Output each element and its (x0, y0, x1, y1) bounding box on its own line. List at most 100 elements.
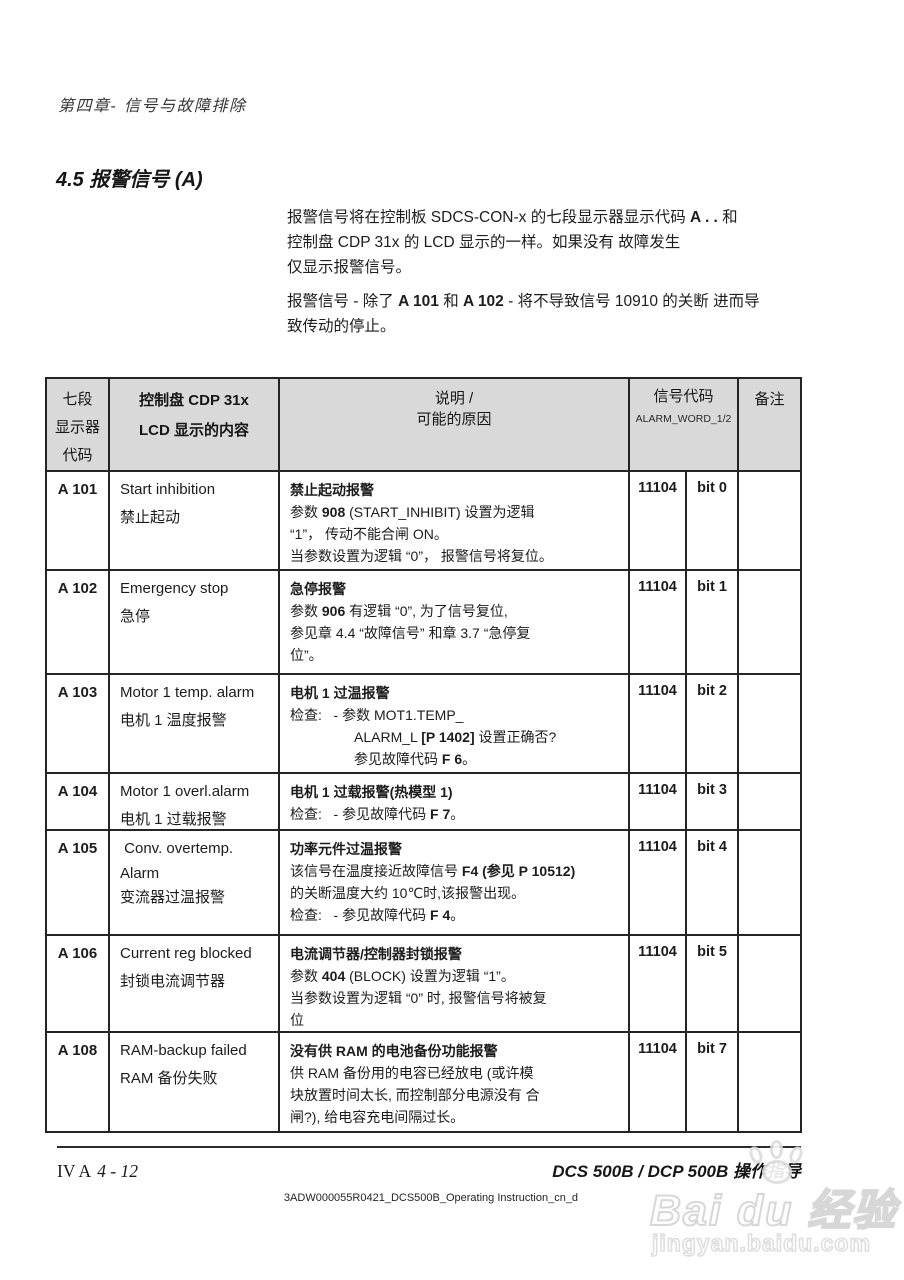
text-segment: 当参数设置为逻辑 “0” 时, 报警信号将被复 (290, 990, 547, 1006)
table-row: A 106 Current reg blocked 封锁电流调节器 电流调节器/控制器… (45, 934, 802, 1033)
text-segment: 位 (290, 1012, 304, 1028)
table-row: A 101 Start inhibition 禁止起动 禁止起动报警 参数 908 (S… (45, 470, 802, 571)
alarm-code: A 104 (57, 783, 98, 800)
alarm-code-cell: A 104 (45, 772, 110, 831)
lcd-line: Start inhibition (120, 481, 216, 498)
text-segment: 。 (450, 907, 465, 923)
text-segment: 参见故障代码 (354, 751, 442, 767)
text-segment: 有逻辑 “0”, 为了信号复位, (345, 603, 508, 619)
description-line: 电机 1 过温报警 (290, 682, 624, 704)
signal-code-cell: 11104 (628, 934, 687, 1033)
text-segment: 报警信号将在控制板 SDCS-CON-x 的七段显示器显示代码 (287, 209, 691, 226)
section-title: 4.5 报警信号 (A) (56, 169, 203, 191)
text-segment: (BLOCK) 设置为逻辑 “1”。 (345, 968, 515, 984)
signal-code-cell: 11104 (628, 470, 687, 571)
alarm-code: A 103 (57, 684, 98, 701)
text-segment: 和 (717, 209, 738, 226)
lcd-line: 封锁电流调节器 (120, 973, 226, 990)
text-segment: 当参数设置为逻辑 “0”， 报警信号将复位。 (290, 548, 553, 564)
description-line: 闸?), 给电容充电间隔过长。 (290, 1106, 624, 1128)
text-segment: 控制盘 CDP 31x 的 LCD 显示的一样。如果没有 故障发生 (287, 234, 681, 251)
watermark-url: jingyan.baidu.com (651, 1229, 871, 1257)
table-row: A 102 Emergency stop 急停 急停报警 参数 906 有逻辑 “0”,… (45, 569, 802, 675)
text-segment: A 102 (463, 293, 504, 310)
description-line: 禁止起动报警 (290, 479, 624, 501)
description-line: 检查: - 参数 MOT1.TEMP_ (290, 704, 624, 726)
lcd-line: 电机 1 温度报警 (120, 712, 227, 729)
intro-paragraph: 报警信号将在控制板 SDCS-CON-x 的七段显示器显示代码 A . . 和控… (287, 205, 832, 280)
note-cell (737, 772, 802, 831)
alarm-code-cell: A 105 (45, 829, 110, 936)
footer-doc-title: DCS 500B / DCP 500B 操作指导 (552, 1162, 801, 1181)
text-segment: F 6 (441, 751, 463, 767)
text-segment: 参见章 4.4 “故障信号” 和章 3.7 “急停复 (290, 625, 531, 641)
footer-doc-id: 3ADW000055R0421_DCS500B_Operating Instru… (283, 1192, 579, 1204)
header-text: 说明 / (434, 390, 474, 407)
description-line: ALARM_L [P 1402] 设置正确否? (290, 726, 624, 748)
description-line: 当参数设置为逻辑 “0”， 报警信号将复位。 (290, 545, 624, 567)
intro-line: 报警信号将在控制板 SDCS-CON-x 的七段显示器显示代码 A . . 和 (287, 205, 832, 230)
alarm-code-cell: A 101 (45, 470, 110, 571)
text-segment: 电机 1 过温报警 (290, 685, 390, 701)
description-line: 参数 404 (BLOCK) 设置为逻辑 “1”。 (290, 965, 624, 987)
lcd-text-cell: Motor 1 overl.alarm 电机 1 过载报警 (108, 772, 280, 831)
bit-cell: bit 4 (685, 829, 739, 936)
description-cell: 功率元件过温报警 该信号在温度接近故障信号 F4 (参见 P 10512) 的关断温… (278, 829, 630, 936)
description-cell: 禁止起动报警 参数 908 (START_INHIBIT) 设置为逻辑 “1”， 传… (278, 470, 630, 571)
text-segment: 禁止起动报警 (290, 482, 374, 498)
bit-cell: bit 3 (685, 772, 739, 831)
alarm-code-cell: A 102 (45, 569, 110, 675)
text-segment: 闸?), 给电容充电间隔过长。 (290, 1109, 465, 1125)
table-header-row: 七段 显示器 代码 控制盘 CDP 31x LCD 显示的内容 说明 / 可能的… (45, 377, 802, 472)
header-text: LCD 显示的内容 (139, 422, 249, 439)
page-number-value: 4 - 12 (97, 1161, 139, 1181)
note-cell (737, 934, 802, 1033)
text-segment: 参数 (290, 968, 322, 984)
description-line: 位 (290, 1009, 624, 1031)
text-segment: F 4 (430, 907, 451, 923)
intro-paragraphs: 报警信号将在控制板 SDCS-CON-x 的七段显示器显示代码 A . . 和控… (287, 205, 832, 339)
text-segment: [P 1402] (421, 729, 475, 745)
text-segment: F 7 (430, 806, 451, 822)
intro-line: 控制盘 CDP 31x 的 LCD 显示的一样。如果没有 故障发生 (287, 230, 832, 255)
lcd-line: Current reg blocked (120, 945, 252, 962)
lcd-text-cell: Motor 1 temp. alarm 电机 1 温度报警 (108, 673, 280, 774)
table-row: A 104 Motor 1 overl.alarm 电机 1 过载报警 电机 1 过载… (45, 772, 802, 831)
text-segment: ALARM_L (354, 729, 422, 745)
text-segment: “1”， 传动不能合闸 ON。 (290, 526, 448, 542)
lcd-line: 变流器过温报警 (120, 889, 226, 906)
text-segment: 电流调节器/控制器封锁报警 (290, 946, 462, 962)
text-segment: (START_INHIBIT) 设置为逻辑 (345, 504, 535, 520)
chapter-header: 第四章- 信号与故障排除 (58, 96, 247, 115)
lcd-line: 急停 (120, 608, 151, 625)
lcd-line: 电机 1 过载报警 (120, 811, 227, 828)
lcd-line: Emergency stop (120, 580, 229, 597)
description-line: 参见章 4.4 “故障信号” 和章 3.7 “急停复 (290, 622, 624, 644)
text-segment: 908 (321, 504, 346, 520)
signal-code-cell: 11104 (628, 1031, 687, 1133)
description-line: 参数 906 有逻辑 “0”, 为了信号复位, (290, 600, 624, 622)
text-segment: 供 RAM 备份用的电容已经放电 (或许模 (290, 1065, 534, 1081)
bit-cell: bit 2 (685, 673, 739, 774)
signal-code-cell: 11104 (628, 829, 687, 936)
text-segment: 该信号在温度接近故障信号 (290, 863, 462, 879)
description-line: 功率元件过温报警 (290, 838, 624, 860)
text-segment: 电机 1 过载报警(热模型 1) (290, 784, 453, 800)
text-segment: 检查: - 参见故障代码 (290, 907, 430, 923)
signal-code-cell: 11104 (628, 772, 687, 831)
text-segment: 404 (321, 968, 346, 984)
description-line: 该信号在温度接近故障信号 F4 (参见 P 10512) (290, 860, 624, 882)
header-text: 信号代码 (653, 388, 714, 405)
lcd-line: Motor 1 temp. alarm (120, 684, 255, 701)
header-text: 控制盘 CDP 31x (139, 392, 249, 409)
page-number-prefix: IV A (57, 1161, 92, 1181)
description-line: 当参数设置为逻辑 “0” 时, 报警信号将被复 (290, 987, 624, 1009)
note-cell (737, 673, 802, 774)
description-cell: 电机 1 过温报警 检查: - 参数 MOT1.TEMP_ ALARM_L [P 1… (278, 673, 630, 774)
bit-cell: bit 5 (685, 934, 739, 1033)
text-segment: 块放置时间太长, 而控制部分电源没有 合 (290, 1087, 540, 1103)
description-cell: 电流调节器/控制器封锁报警 参数 404 (BLOCK) 设置为逻辑 “1”。 当参… (278, 934, 630, 1033)
table-row: A 103 Motor 1 temp. alarm 电机 1 温度报警 电机 1 过温… (45, 673, 802, 774)
lcd-text-cell: Current reg blocked 封锁电流调节器 (108, 934, 280, 1033)
